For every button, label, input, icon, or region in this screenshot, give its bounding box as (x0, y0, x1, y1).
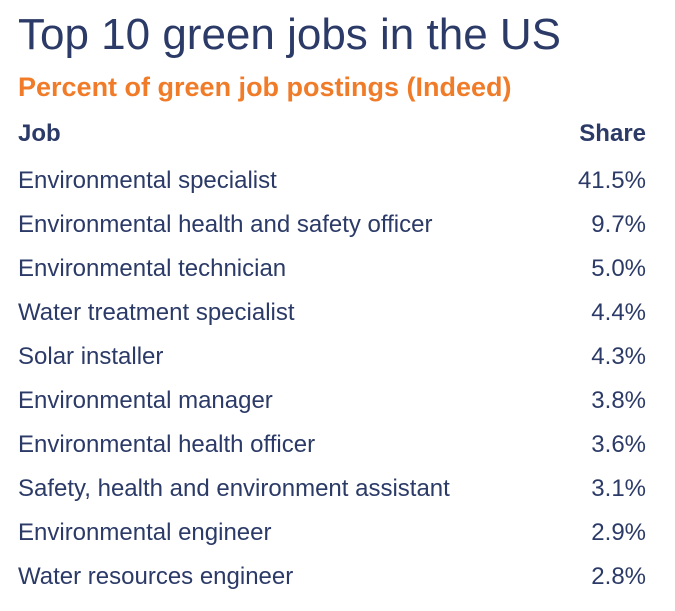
chart-subtitle: Percent of green job postings (Indeed) (18, 72, 512, 102)
job-name: Water resources engineer (18, 563, 294, 590)
job-name: Environmental engineer (18, 519, 272, 546)
table-row: Environmental specialist 41.5% (18, 159, 646, 203)
job-name: Solar installer (18, 343, 164, 370)
job-name: Environmental health and safety officer (18, 211, 433, 238)
job-share: 5.0% (591, 255, 646, 282)
table-row: Safety, health and environment assistant… (18, 467, 646, 511)
job-name: Water treatment specialist (18, 299, 295, 326)
job-share: 2.8% (591, 563, 646, 590)
job-share: 2.9% (591, 519, 646, 546)
table-row: Water treatment specialist 4.4% (18, 291, 646, 335)
job-share: 3.8% (591, 387, 646, 414)
table-row: Environmental technician 5.0% (18, 247, 646, 291)
job-name: Environmental specialist (18, 167, 277, 194)
job-share: 41.5% (577, 167, 646, 194)
table-row: Environmental health officer 3.6% (18, 423, 646, 467)
table-row: Environmental engineer 2.9% (18, 511, 646, 555)
job-name: Safety, health and environment assistant (18, 475, 450, 502)
table-row: Environmental health and safety officer 9… (18, 203, 646, 247)
table-row: Solar installer 4.3% (18, 335, 646, 379)
job-share: 3.1% (591, 475, 646, 502)
job-name: Environmental health officer (18, 431, 316, 458)
job-share: 4.3% (591, 343, 646, 370)
table-row: Environmental manager 3.8% (18, 379, 646, 423)
job-name: Environmental technician (18, 255, 287, 282)
chart-title: Top 10 green jobs in the US (18, 10, 562, 59)
column-header-share: Share (579, 120, 646, 147)
table-row: Water resources engineer 2.8% (18, 555, 646, 599)
job-share: 4.4% (591, 299, 646, 326)
job-name: Environmental manager (18, 387, 273, 414)
job-share: 9.7% (591, 211, 646, 238)
column-header-job: Job (18, 120, 61, 147)
job-share: 3.6% (591, 431, 646, 458)
